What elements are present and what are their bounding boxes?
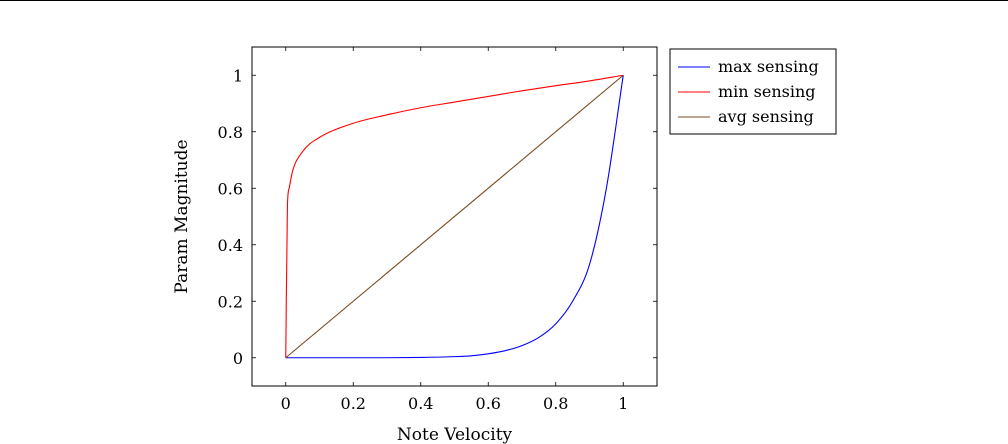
x-tick-label: 1 [618, 394, 628, 413]
series-layer [285, 74, 624, 359]
y-tick-label: 0.4 [218, 236, 243, 255]
series-line-avg-sensing [285, 74, 624, 359]
y-axis-label: Param Magnitude [172, 139, 192, 293]
legend-label-max-sensing: max sensing [718, 57, 819, 76]
series-line-max-sensing [285, 75, 624, 359]
legend-label-avg-sensing: avg sensing [718, 107, 814, 126]
x-tick-label: 0.2 [341, 394, 366, 413]
top-rule [0, 0, 1008, 1]
x-tick-label: 0.4 [408, 394, 433, 413]
axes: 0 0.2 0.4 0.6 0.8 1 0 0.2 0.4 0.6 0.8 1 [218, 47, 657, 413]
legend-label-min-sensing: min sensing [718, 82, 816, 101]
y-tick-label: 0.2 [218, 292, 243, 311]
y-tick-label: 0.8 [218, 123, 243, 142]
plot-frame [251, 46, 658, 387]
x-tick-label: 0.6 [476, 394, 501, 413]
y-tick-label: 0.6 [218, 179, 243, 198]
y-tick-label: 0 [233, 349, 243, 368]
legend: max sensing min sensing avg sensing [669, 48, 837, 135]
x-tick-label: 0.8 [543, 394, 568, 413]
y-tick-label: 1 [233, 66, 243, 85]
x-axis-label: Note Velocity [397, 425, 513, 444]
series-line-min-sensing [285, 74, 624, 358]
x-tick-label: 0 [281, 394, 291, 413]
